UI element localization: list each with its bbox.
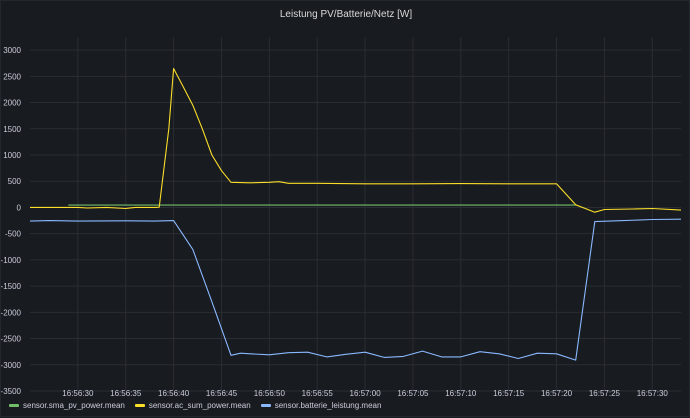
y-tick-label: 1000 (3, 151, 21, 160)
y-tick-label: 1500 (3, 125, 21, 134)
y-tick-label: -3500 (1, 387, 22, 396)
legend-swatch (260, 403, 271, 407)
legend-swatch (9, 403, 19, 407)
x-tick-label: 16:56:45 (206, 389, 238, 398)
legend-item-batterie-leistung[interactable]: sensor.batterie_leistung.mean (260, 400, 382, 410)
x-tick-label: 16:57:10 (445, 389, 477, 398)
y-tick-label: 500 (8, 177, 22, 186)
chart-title[interactable]: Leistung PV/Batterie/Netz [W] (279, 9, 413, 20)
x-tick-label: 16:57:00 (350, 389, 382, 398)
x-tick-label: 16:56:55 (302, 389, 334, 398)
legend-label: sensor.batterie_leistung.mean (274, 400, 382, 410)
x-tick-label: 16:56:40 (158, 389, 190, 398)
series-line-batterie-leistung (29, 218, 682, 361)
y-tick-label: 2500 (3, 72, 21, 81)
y-tick-label: -3000 (1, 361, 22, 370)
y-tick-label: -1000 (1, 256, 22, 265)
x-tick-label: 16:56:30 (62, 389, 94, 398)
x-tick-label: 16:56:35 (110, 389, 142, 398)
x-tick-label: 16:57:30 (637, 389, 669, 398)
legend-item-sma-pv-power[interactable]: sensor.sma_pv_power.mean (9, 401, 125, 410)
x-tick-label: 16:57:05 (397, 389, 429, 398)
y-tick-label: 3000 (3, 46, 21, 55)
x-tick-label: 16:57:20 (541, 389, 573, 398)
x-tick-label: 16:57:25 (589, 389, 621, 398)
legend-item-ac-sum-power[interactable]: sensor.ac_sum_power.mean (134, 400, 251, 410)
series-line-ac-sum-power (30, 67, 682, 213)
y-tick-label: -2500 (1, 335, 22, 344)
legend-swatch (134, 403, 145, 407)
chart-legend: sensor.sma_pv_power.mean sensor.ac_sum_po… (9, 399, 381, 411)
y-tick-label: 0 (17, 203, 22, 212)
x-tick-label: 16:57:15 (493, 389, 525, 398)
y-tick-label: -1500 (1, 282, 22, 291)
y-tick-label: -500 (5, 230, 22, 239)
legend-label: sensor.ac_sum_power.mean (148, 400, 251, 410)
legend-label: sensor.sma_pv_power.mean (23, 400, 125, 410)
y-tick-label: 2000 (3, 99, 21, 108)
x-tick-label: 16:56:50 (254, 389, 286, 398)
y-tick-label: -2000 (1, 308, 22, 317)
